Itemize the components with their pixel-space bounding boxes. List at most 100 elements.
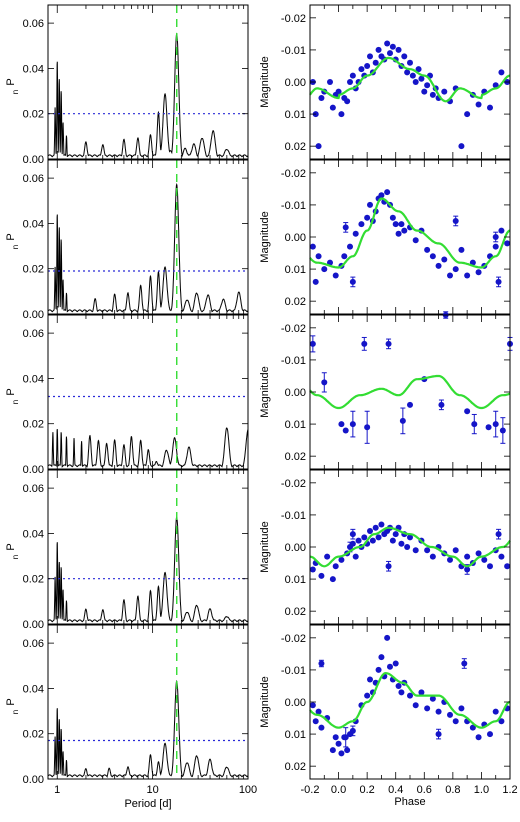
data-point <box>389 214 396 221</box>
y-tick-label: 0.04 <box>23 63 44 75</box>
data-point <box>498 69 505 76</box>
data-point <box>372 524 379 531</box>
model-fit-curve <box>309 374 511 410</box>
data-point <box>458 705 465 712</box>
data-point <box>318 724 325 731</box>
data-point <box>332 734 339 741</box>
data-point <box>475 734 482 741</box>
data-point <box>392 531 399 538</box>
data-point <box>321 266 328 273</box>
y-tick-label: 0.02 <box>285 451 306 463</box>
data-point <box>358 221 365 228</box>
lightcurve-panel-1: -0.02 -0.01 0.00 0.01 0.02 Magnitude <box>259 4 511 160</box>
y-tick-label: -0.02 <box>281 478 306 490</box>
data-point <box>475 269 482 276</box>
data-point <box>401 53 408 60</box>
data-point <box>475 550 482 557</box>
data-point <box>318 95 325 102</box>
data-point <box>389 43 396 50</box>
periodogram-curve <box>47 32 249 158</box>
data-point <box>349 278 356 285</box>
data-point <box>495 278 502 285</box>
y-tick-label: 0.04 <box>23 373 44 385</box>
data-point <box>485 424 492 431</box>
data-point <box>447 272 453 279</box>
data-point <box>361 340 368 347</box>
y-tick-label: 0.04 <box>23 683 44 695</box>
data-point <box>338 750 345 757</box>
data-point <box>384 189 391 196</box>
data-point <box>364 424 371 431</box>
data-point <box>424 547 431 554</box>
data-point <box>435 731 442 738</box>
y-axis-label: Magnitude <box>259 521 271 572</box>
data-point <box>395 230 402 237</box>
periodogram-frame <box>47 314 249 470</box>
y-axis-label: P <box>5 388 17 395</box>
data-point <box>458 143 465 150</box>
x-tick-label: 0.6 <box>417 784 432 796</box>
data-point <box>435 262 442 269</box>
periodogram-frame <box>47 624 249 780</box>
data-point <box>324 553 331 560</box>
lightcurve-frame <box>309 159 511 315</box>
data-point <box>504 563 511 570</box>
data-point <box>349 531 356 538</box>
x-tick-label: 1.0 <box>474 784 489 796</box>
periodogram-frame <box>47 4 249 160</box>
data-point <box>404 544 411 550</box>
data-point <box>395 46 402 53</box>
data-point <box>487 563 493 570</box>
data-point <box>429 553 436 560</box>
data-point <box>412 79 419 85</box>
data-point <box>412 702 419 709</box>
y-axis-label-subscript: n <box>11 90 20 94</box>
y-tick-label: 0.02 <box>23 574 44 586</box>
model-fit-curve <box>309 197 511 269</box>
y-tick-label: -0.02 <box>281 633 306 645</box>
data-point <box>492 234 499 240</box>
periodogram-panel-4: 0.00 0.02 0.04 0.06 Pn <box>5 469 249 631</box>
data-point <box>352 553 359 560</box>
data-point <box>385 340 392 347</box>
lightcurve-frame <box>309 314 511 470</box>
y-tick-label: -0.01 <box>281 665 306 677</box>
data-point <box>384 634 391 641</box>
data-point <box>447 711 453 718</box>
data-point <box>415 66 422 73</box>
data-point <box>358 66 365 73</box>
data-point <box>372 59 379 66</box>
periodogram-frame <box>47 159 249 315</box>
data-point <box>367 527 373 534</box>
data-point <box>338 111 345 118</box>
data-point <box>464 408 471 415</box>
data-point <box>344 747 351 754</box>
data-point <box>378 654 385 661</box>
data-point <box>492 421 499 428</box>
lightcurve-panel-5: -0.02 -0.01 0.00 0.01 0.02 -0.2 0.0 0.2 0.4 0.6 0.… <box>259 624 518 808</box>
y-tick-label: 0.02 <box>23 419 44 431</box>
data-point <box>487 104 493 111</box>
data-point <box>498 553 505 560</box>
data-point <box>421 88 428 95</box>
data-point <box>335 740 342 747</box>
data-point <box>492 82 499 89</box>
y-tick-label: 0.02 <box>23 264 44 276</box>
y-axis-label-subscript: n <box>11 555 20 559</box>
periodogram-curve <box>47 515 249 623</box>
data-point <box>318 660 325 667</box>
data-point <box>447 556 453 563</box>
y-axis-label-subscript: n <box>11 400 20 404</box>
y-axis-label: Magnitude <box>259 56 271 107</box>
data-point <box>398 540 405 547</box>
data-point <box>347 544 353 550</box>
y-axis-label-subscript: n <box>11 710 20 714</box>
periodogram-panel-1: 0.00 0.02 0.04 0.06 Pn <box>5 4 249 166</box>
data-point <box>452 266 459 273</box>
data-point <box>481 556 488 563</box>
y-tick-label: 0.00 <box>23 774 44 786</box>
data-point <box>342 427 349 434</box>
data-point <box>364 62 371 69</box>
data-point <box>492 243 499 250</box>
